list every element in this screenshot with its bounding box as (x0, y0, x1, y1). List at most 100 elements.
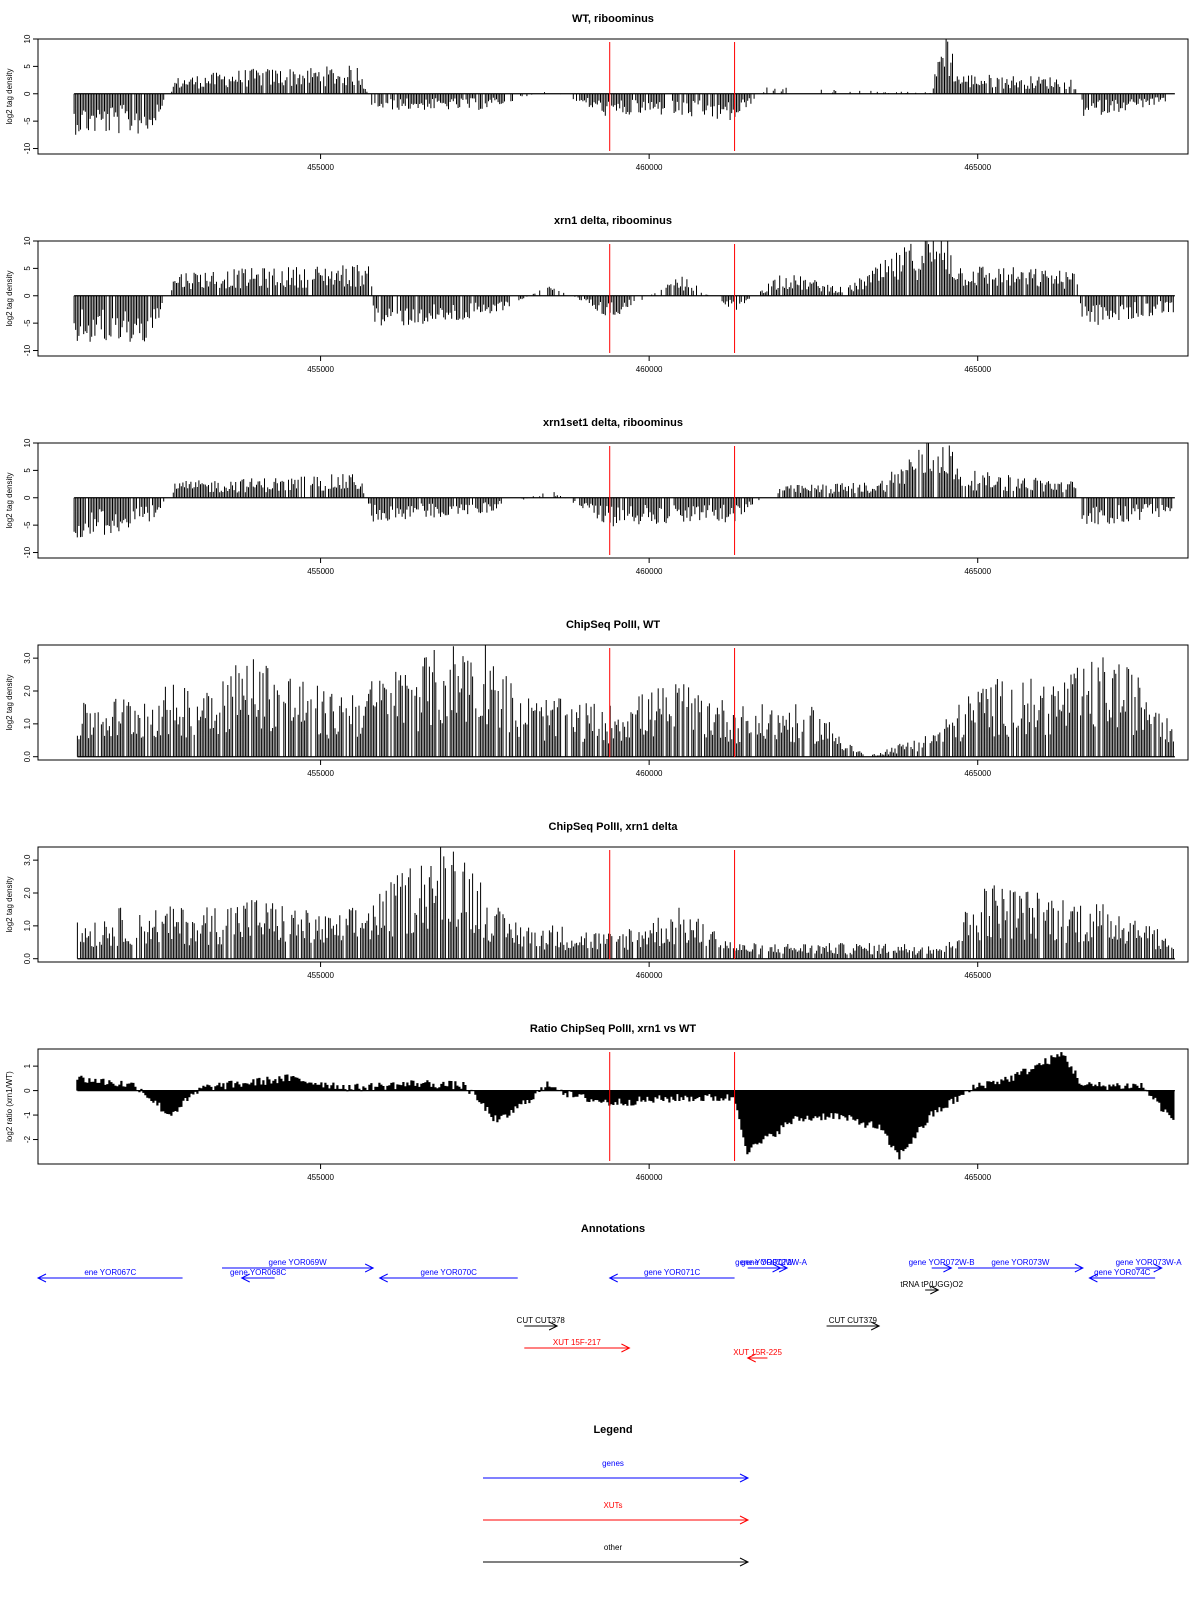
feature-label: gene YOR070C (421, 1268, 478, 1277)
plot-frame (37, 644, 1189, 761)
feature-label: CUT CUT379 (829, 1316, 878, 1325)
y-tick-label: 1.0 (23, 920, 32, 932)
data-bars (76, 645, 1174, 757)
feature-arrow-head (240, 1273, 250, 1283)
x-tick-label: 455000 (307, 1173, 334, 1182)
legend-arrow-head (739, 1473, 750, 1483)
feature-arrow-head (870, 1321, 881, 1331)
feature-label: gene YOR068C (230, 1268, 287, 1277)
x-tick-label: 465000 (964, 971, 991, 980)
legend-arrow-head (739, 1515, 750, 1525)
y-tick-label: 10 (23, 438, 32, 447)
y-axis-label: log2 tag density (5, 270, 14, 326)
panel-title: xrn1set1 delta, riboominus (543, 417, 683, 429)
legend-title: Legend (593, 1424, 632, 1436)
y-tick-label: 3.0 (23, 652, 32, 664)
x-tick-label: 465000 (964, 163, 991, 172)
y-tick-label: 5 (23, 468, 32, 473)
panel-title: Ratio ChipSeq PolII, xrn1 vs WT (530, 1023, 697, 1035)
y-tick-label: 1 (23, 1063, 32, 1068)
feature-arrow-head (930, 1285, 940, 1295)
feature-arrow-head (608, 1273, 618, 1283)
y-tick-label: 0 (23, 495, 32, 500)
feature-label: gene YOR069W (269, 1258, 328, 1267)
y-tick-label: -5 (23, 521, 32, 529)
data-bars (73, 39, 1166, 135)
panel-title: ChipSeq PolII, WT (566, 619, 660, 631)
y-axis-label: log2 tag density (5, 472, 14, 528)
panel-title: xrn1 delta, riboominus (554, 215, 672, 227)
feature-label: gene YOR074C (1094, 1268, 1151, 1277)
feature-arrow-head (1074, 1263, 1084, 1273)
y-tick-label: -1 (23, 1111, 32, 1119)
x-tick-label: 455000 (307, 163, 334, 172)
y-tick-label: 5 (23, 64, 32, 69)
feature-label: gene YOR072W (735, 1258, 794, 1267)
y-tick-label: 1.0 (23, 718, 32, 730)
x-tick-label: 460000 (636, 1173, 663, 1182)
plot-frame (37, 846, 1189, 963)
plot-frame (37, 442, 1189, 559)
y-tick-label: 0 (23, 1088, 32, 1093)
feature-label: gene YOR073W (991, 1258, 1050, 1267)
y-axis-label: log2 tag density (5, 68, 14, 124)
data-bars (73, 443, 1173, 538)
x-tick-label: 465000 (964, 567, 991, 576)
x-tick-label: 465000 (964, 1173, 991, 1182)
y-tick-label: 3.0 (23, 854, 32, 866)
x-tick-label: 460000 (636, 971, 663, 980)
feature-arrow-head (364, 1263, 375, 1273)
y-axis-label: log2 tag density (5, 876, 14, 932)
feature-label: tRNA tP(UGG)O2 (900, 1280, 963, 1289)
data-bars (76, 1052, 1175, 1160)
y-tick-label: 5 (23, 266, 32, 271)
feature-arrow-head (378, 1273, 388, 1283)
y-tick-label: -5 (23, 319, 32, 327)
feature-arrow-head (778, 1263, 789, 1273)
x-tick-label: 465000 (964, 365, 991, 374)
x-tick-label: 455000 (307, 769, 334, 778)
legend-label: other (604, 1543, 623, 1552)
y-tick-label: 2.0 (23, 685, 32, 697)
y-tick-label: -5 (23, 117, 32, 125)
x-tick-label: 455000 (307, 971, 334, 980)
feature-label: ene YOR067C (84, 1268, 136, 1277)
y-tick-label: -2 (23, 1135, 32, 1143)
feature-arrow-head (621, 1343, 631, 1353)
x-tick-label: 460000 (636, 769, 663, 778)
feature-label: XUT 15F-217 (553, 1338, 601, 1347)
x-tick-label: 465000 (964, 769, 991, 778)
feature-label: gene YOR072W-A (741, 1258, 808, 1267)
plot-frame (37, 240, 1189, 357)
x-tick-label: 455000 (307, 365, 334, 374)
x-tick-label: 460000 (636, 365, 663, 374)
feature-label: CUT CUT378 (517, 1316, 566, 1325)
legend-label: XUTs (603, 1501, 622, 1510)
annotations-title: Annotations (581, 1223, 645, 1235)
y-tick-label: 0.0 (23, 751, 32, 763)
feature-arrow-head (1088, 1273, 1098, 1283)
feature-label: gene YOR073W-A (1116, 1258, 1183, 1267)
y-tick-label: 0 (23, 91, 32, 96)
y-tick-label: 0.0 (23, 953, 32, 965)
plot-frame (37, 38, 1189, 155)
data-bars (76, 847, 1174, 959)
y-tick-label: -10 (23, 142, 32, 154)
panel-title: WT, riboominus (572, 13, 654, 25)
y-axis-label: log2 tag density (5, 674, 14, 730)
x-tick-label: 460000 (636, 163, 663, 172)
y-tick-label: 2.0 (23, 887, 32, 899)
y-tick-label: -10 (23, 546, 32, 558)
feature-arrow-head (943, 1263, 953, 1273)
y-tick-label: -10 (23, 344, 32, 356)
x-tick-label: 460000 (636, 567, 663, 576)
y-axis-label: log2 ratio (xrn1/WT) (5, 1071, 14, 1142)
feature-arrow-head (746, 1353, 756, 1363)
x-tick-label: 455000 (307, 567, 334, 576)
plot-frame (37, 1048, 1189, 1165)
feature-label: XUT 15R-225 (733, 1348, 782, 1357)
y-tick-label: 10 (23, 34, 32, 43)
y-tick-label: 10 (23, 236, 32, 245)
feature-arrow-head (36, 1273, 47, 1283)
